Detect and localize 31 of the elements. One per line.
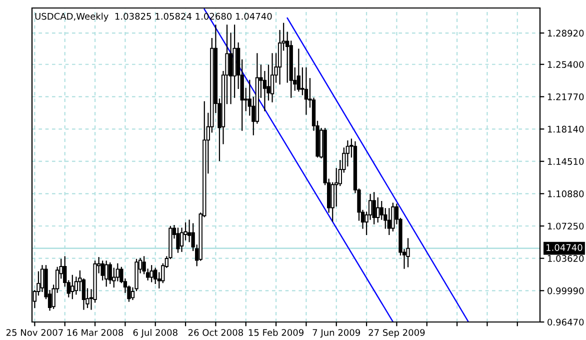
candlestick (70, 274, 74, 300)
candlestick (387, 208, 391, 236)
candlestick (150, 265, 154, 282)
candlestick (391, 202, 395, 232)
y-tick-label: 1.18140 (548, 126, 584, 133)
x-tick-label: 15 Feb 2009 (248, 328, 304, 336)
candlestick (296, 48, 300, 92)
y-tick-label: 1.07250 (548, 222, 584, 230)
x-tick-label: 25 Nov 2007 (6, 329, 63, 336)
y-tick-label: 0.99990 (548, 287, 584, 294)
candlestick (104, 260, 108, 287)
candlestick (376, 197, 380, 223)
ref-line-label: 1.04740 (546, 244, 582, 251)
candlestick (304, 67, 308, 115)
x-tick-label: 27 Sep 2009 (368, 329, 425, 338)
x-tick-label: 7 Jun 2009 (312, 329, 360, 338)
y-tick-label: 0.96470 (548, 318, 584, 326)
x-tick-label: 6 Jul 2008 (133, 328, 178, 338)
y-tick-label: 1.03620 (548, 255, 584, 262)
y-tick-label: 1.14510 (548, 158, 584, 165)
candlestick (108, 262, 112, 284)
candlestick (176, 228, 180, 253)
candlestick (372, 192, 376, 224)
x-tick-label: 16 Mar 2008 (67, 329, 124, 336)
candlestick (406, 238, 410, 268)
y-tick-label: 1.28920 (548, 30, 584, 37)
y-tick-label: 1.10880 (548, 190, 584, 198)
x-tick-label: 26 Oct 2008 (188, 329, 243, 336)
y-tick-label: 1.21770 (548, 93, 584, 100)
candlestick (270, 53, 274, 102)
y-tick-label: 1.25400 (548, 61, 584, 68)
